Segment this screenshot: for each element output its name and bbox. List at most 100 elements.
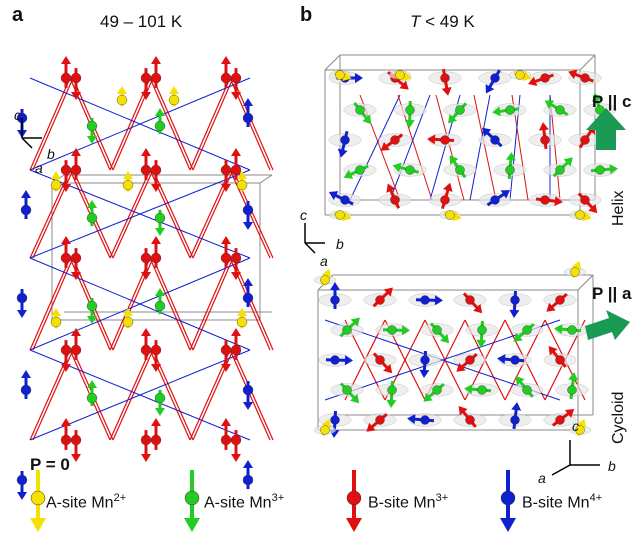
cycloid-spin-atom bbox=[555, 415, 565, 425]
spin-b-mn4-atom bbox=[242, 474, 254, 486]
spin-b-mn4-atom bbox=[242, 204, 254, 216]
helix-spin-atom bbox=[505, 105, 515, 115]
helix-spin-atom bbox=[340, 195, 350, 205]
cycloid-spin-head bbox=[548, 346, 558, 356]
cycloid-spin-atom bbox=[555, 355, 565, 365]
spin-b-mn3-atom bbox=[230, 252, 242, 264]
spin-b-mn3-atom bbox=[230, 344, 242, 356]
legend-label-a-site-mn3: A-site Mn3+ bbox=[204, 492, 285, 512]
spin-b-mn3-atom bbox=[220, 344, 232, 356]
helix-spin-head bbox=[492, 106, 501, 117]
helix-spin-head bbox=[362, 114, 372, 125]
helix-spin-a-mn2-head bbox=[452, 211, 462, 221]
helix-spin-atom bbox=[455, 165, 465, 175]
helix-spin-head bbox=[441, 87, 452, 96]
cycloid-spin-atom bbox=[522, 385, 532, 395]
spin-b-mn3-head bbox=[231, 328, 241, 336]
bond-red bbox=[189, 257, 231, 351]
spin-b-mn3-atom bbox=[60, 344, 72, 356]
spin-b-mn3-head bbox=[231, 454, 241, 462]
cycloid-spin-atom bbox=[510, 415, 520, 425]
spin-b-mn3-atom bbox=[150, 434, 162, 446]
spin-b-mn3-head bbox=[71, 328, 81, 336]
panel-a-polarization: P = 0 bbox=[30, 455, 70, 474]
cell-edge-cycloid bbox=[577, 274, 594, 291]
cycloid-spin-atom bbox=[342, 325, 352, 335]
spin-b-mn3-atom bbox=[70, 252, 82, 264]
legend-label-b-site-mn4: B-site Mn4+ bbox=[522, 492, 603, 512]
cycloid-spin-head bbox=[564, 409, 575, 418]
cycloid-spin-head bbox=[386, 399, 397, 408]
spin-b-mn4-head bbox=[243, 98, 253, 106]
helix-spin-a-mn2-head bbox=[342, 71, 352, 81]
helix-spin-atom bbox=[440, 73, 450, 83]
panel-b-label: b bbox=[300, 4, 313, 26]
helix-spin-atom bbox=[440, 135, 450, 145]
spin-b-mn3-atom bbox=[220, 252, 232, 264]
spin-a-mn2-atom bbox=[236, 179, 248, 191]
cycloid-spin-atom bbox=[432, 385, 442, 395]
cycloid-spin-head bbox=[440, 333, 450, 344]
legend-marker-head bbox=[346, 518, 362, 532]
cycloid-spin-head bbox=[330, 282, 340, 290]
cycloid-spin-head bbox=[473, 303, 483, 314]
cell-edge-helix bbox=[324, 54, 341, 71]
spin-a-mn3-atom bbox=[86, 120, 98, 132]
helix-spin-head bbox=[427, 134, 436, 145]
cycloid-spin-head bbox=[383, 287, 393, 297]
helix-spin-head bbox=[399, 80, 409, 90]
spin-b-mn3-head bbox=[221, 364, 231, 372]
cycloid-axis-a-label: a bbox=[538, 470, 546, 486]
spin-a-mn3-head bbox=[155, 288, 165, 296]
helix-spin-head bbox=[609, 164, 618, 175]
helix-spin-atom bbox=[580, 73, 590, 83]
helix-axis-b-label: b bbox=[336, 236, 344, 252]
spin-b-mn3-head bbox=[151, 418, 161, 426]
helix-spin-head bbox=[538, 122, 549, 131]
cycloid-spin-atom bbox=[465, 355, 475, 365]
spin-b-mn3-head bbox=[61, 236, 71, 244]
bond-red bbox=[189, 77, 231, 171]
cycloid-spin-head bbox=[383, 363, 393, 374]
bond-blue-helix bbox=[469, 94, 491, 201]
cycloid-spin-head bbox=[497, 354, 506, 365]
cycloid-spin-head bbox=[350, 393, 360, 404]
cycloid-spin-atom bbox=[465, 295, 475, 305]
cycloid-spin-head bbox=[344, 355, 353, 366]
spin-a-mn3-atom bbox=[86, 300, 98, 312]
cycloid-spin-atom bbox=[387, 325, 397, 335]
spin-a-mn3-atom bbox=[86, 392, 98, 404]
cycloid-spin-head bbox=[419, 369, 430, 378]
bond-red bbox=[149, 257, 191, 351]
cycloid-spin-head bbox=[350, 317, 360, 327]
helix-spin-atom bbox=[440, 195, 450, 205]
helix-spin-atom bbox=[505, 165, 515, 175]
helix-spin-atom bbox=[405, 165, 415, 175]
cycloid-spin-a-mn2-head bbox=[321, 418, 332, 429]
cycloid-spin-atom bbox=[330, 355, 340, 365]
spin-b-mn3-head bbox=[231, 148, 241, 156]
helix-spin-head bbox=[355, 73, 363, 83]
legend-marker-atom bbox=[500, 490, 516, 506]
spin-b-mn3-atom bbox=[60, 434, 72, 446]
cycloid-spin-atom bbox=[510, 355, 520, 365]
cycloid-spin-a-mn2-atom bbox=[320, 275, 330, 285]
spin-a-mn2-head bbox=[51, 171, 61, 179]
bond-red bbox=[152, 257, 194, 351]
spin-b-mn3-head bbox=[221, 418, 231, 426]
helix-spin-atom bbox=[580, 195, 590, 205]
helix-spin-atom bbox=[390, 135, 400, 145]
spin-b-mn4-head bbox=[243, 278, 253, 286]
cycloid-spin-a-mn2-atom bbox=[320, 425, 330, 435]
helix-spin-a-mn2-atom bbox=[335, 210, 345, 220]
cycloid-spin-atom bbox=[477, 325, 487, 335]
helix-spin-head bbox=[443, 182, 453, 192]
bond-red-helix bbox=[473, 94, 497, 201]
spin-a-mn2-atom bbox=[236, 316, 248, 328]
helix-spin-head bbox=[343, 169, 354, 179]
bond-red bbox=[232, 349, 274, 441]
spin-b-mn3-head bbox=[151, 184, 161, 192]
cell-edge-a bbox=[259, 174, 273, 184]
spin-b-mn3-atom bbox=[150, 252, 162, 264]
cycloid-spin-head bbox=[509, 309, 520, 318]
